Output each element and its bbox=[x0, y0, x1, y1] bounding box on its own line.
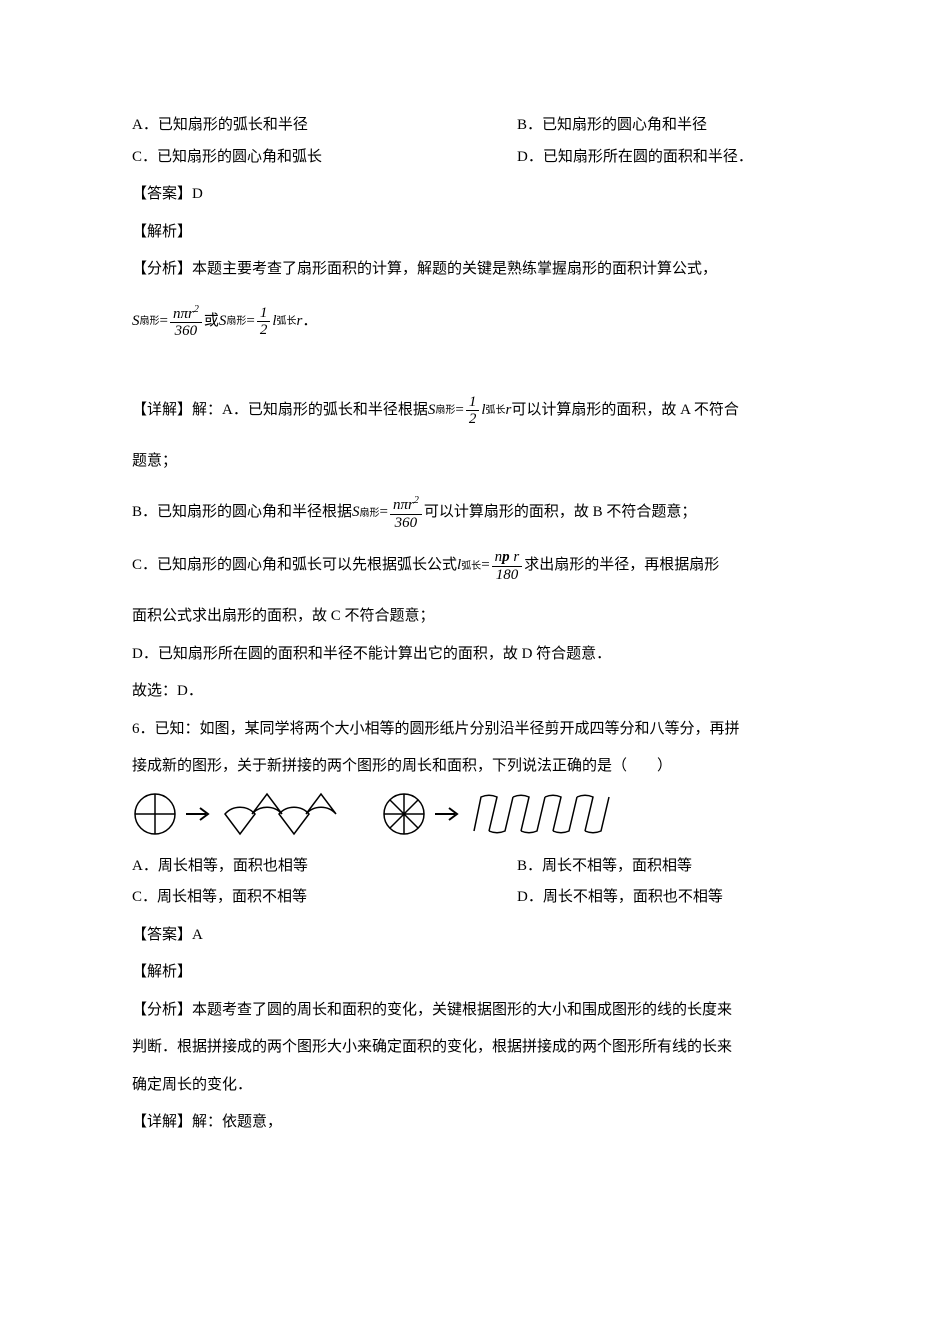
wedges-8-icon bbox=[469, 791, 639, 837]
detail-b-pre: B．已知扇形的圆心角和半径根据 bbox=[132, 497, 352, 529]
q6-options-row1: A．周长相等，面积也相等 B．周长不相等，面积相等 bbox=[132, 851, 825, 883]
q5-detail-d: D．已知扇形所在圆的面积和半径不能计算出它的面积，故 D 符合题意． bbox=[132, 639, 825, 671]
q5-jiexi: 【解析】 bbox=[132, 217, 825, 249]
q6-fenxi1: 【分析】本题考查了圆的周长和面积的变化，关键根据图形的大小和围成图形的线的长度来 bbox=[132, 995, 825, 1027]
answer-label: 【答案】 bbox=[132, 927, 192, 943]
q6-stem1: 6．已知：如图，某同学将两个大小相等的圆形纸片分别沿半径剪开成四等分和八等分，再… bbox=[132, 714, 825, 746]
detail-a-tail: 可以计算扇形的面积，故 A 不符合 bbox=[511, 395, 739, 427]
q5-option-c: C．已知扇形的圆心角和弧长 bbox=[132, 142, 517, 174]
q5-detail-b: B．已知扇形的圆心角和半径根据 S扇形 = nπr2 360 可以计算扇形的面积… bbox=[132, 495, 825, 531]
formula-s-half-lr: S扇形 = 1 2 l弧长 r bbox=[219, 305, 302, 339]
answer-value: A bbox=[192, 927, 203, 943]
formula-s-npi-2: S扇形 = nπr2 360 bbox=[352, 495, 424, 531]
q5-detail-a: 【详解】解：A．已知扇形的弧长和半径根据 S扇形 = 1 2 l弧长 r 可以计… bbox=[132, 394, 825, 428]
petals-4-icon bbox=[220, 791, 340, 837]
q5-fenxi: 【分析】本题主要考查了扇形面积的计算，解题的关键是熟练掌握扇形的面积计算公式， bbox=[132, 254, 825, 286]
answer-value: D bbox=[192, 186, 203, 202]
q5-answer: 【答案】D bbox=[132, 179, 825, 211]
q6-stem2: 接成新的图形，关于新拼接的两个图形的周长和面积，下列说法正确的是（ ） bbox=[132, 751, 825, 783]
q5-formula-1: S扇形 = nπr2 360 或 S扇形 = 1 2 l弧长 r ． bbox=[132, 304, 825, 340]
circle-4-icon bbox=[132, 791, 178, 837]
frac-1-2: 1 2 bbox=[257, 305, 271, 339]
answer-label: 【答案】 bbox=[132, 186, 192, 202]
q5-guxuan: 故选：D． bbox=[132, 676, 825, 708]
arrow-icon bbox=[431, 791, 465, 837]
q6-option-b: B．周长不相等，面积相等 bbox=[517, 851, 825, 883]
q6-fenxi3: 确定周长的变化． bbox=[132, 1070, 825, 1102]
text-or: 或 bbox=[204, 306, 219, 338]
page: A．已知扇形的弧长和半径 B．已知扇形的圆心角和半径 C．已知扇形的圆心角和弧长… bbox=[0, 0, 950, 1195]
q5-options-row2: C．已知扇形的圆心角和弧长 D．已知扇形所在圆的面积和半径． bbox=[132, 142, 825, 174]
circle-8-icon bbox=[381, 791, 427, 837]
formula-s-npi: S扇形 = nπr2 360 bbox=[132, 304, 204, 340]
detail-c-tail2: 面积公式求出扇形的面积，故 C 不符合题意； bbox=[132, 601, 825, 633]
q6-option-c: C．周长相等，面积不相等 bbox=[132, 882, 517, 914]
q5-option-b: B．已知扇形的圆心角和半径 bbox=[517, 110, 825, 142]
q6-answer: 【答案】A bbox=[132, 920, 825, 952]
period: ． bbox=[302, 306, 317, 338]
q6-fenxi2: 判断．根据拼接成的两个图形大小来确定面积的变化，根据拼接成的两个图形所有线的长来 bbox=[132, 1032, 825, 1064]
formula-s-half-lr-2: S扇形 = 1 2 l弧长 r bbox=[428, 394, 511, 428]
q5-option-a: A．已知扇形的弧长和半径 bbox=[132, 110, 517, 142]
q6-option-a: A．周长相等，面积也相等 bbox=[132, 851, 517, 883]
q5-option-d: D．已知扇形所在圆的面积和半径． bbox=[517, 142, 825, 174]
detail-b-tail: 可以计算扇形的面积，故 B 不符合题意； bbox=[424, 497, 697, 529]
detail-c-tail: 求出扇形的半径，再根据扇形 bbox=[524, 550, 719, 582]
q6-xj: 【详解】解：依题意， bbox=[132, 1107, 825, 1139]
q6-option-d: D．周长不相等，面积也不相等 bbox=[517, 882, 825, 914]
q5-detail-c: C．已知扇形的圆心角和弧长可以先根据弧长公式 l弧长 = np r 180 求出… bbox=[132, 549, 825, 583]
detail-c-pre: C．已知扇形的圆心角和弧长可以先根据弧长公式 bbox=[132, 550, 457, 582]
formula-l-arc: l弧长 = np r 180 bbox=[457, 549, 524, 583]
arrow-icon bbox=[182, 791, 216, 837]
q6-options-row2: C．周长相等，面积不相等 D．周长不相等，面积也不相等 bbox=[132, 882, 825, 914]
detail-a-tail2: 题意； bbox=[132, 446, 825, 478]
q6-figures bbox=[132, 791, 825, 837]
q6-jiexi: 【解析】 bbox=[132, 957, 825, 989]
frac-npi-r2-360: nπr2 360 bbox=[170, 304, 202, 340]
detail-a-pre: 【详解】解：A．已知扇形的弧长和半径根据 bbox=[132, 395, 428, 427]
q5-options-row1: A．已知扇形的弧长和半径 B．已知扇形的圆心角和半径 bbox=[132, 110, 825, 142]
